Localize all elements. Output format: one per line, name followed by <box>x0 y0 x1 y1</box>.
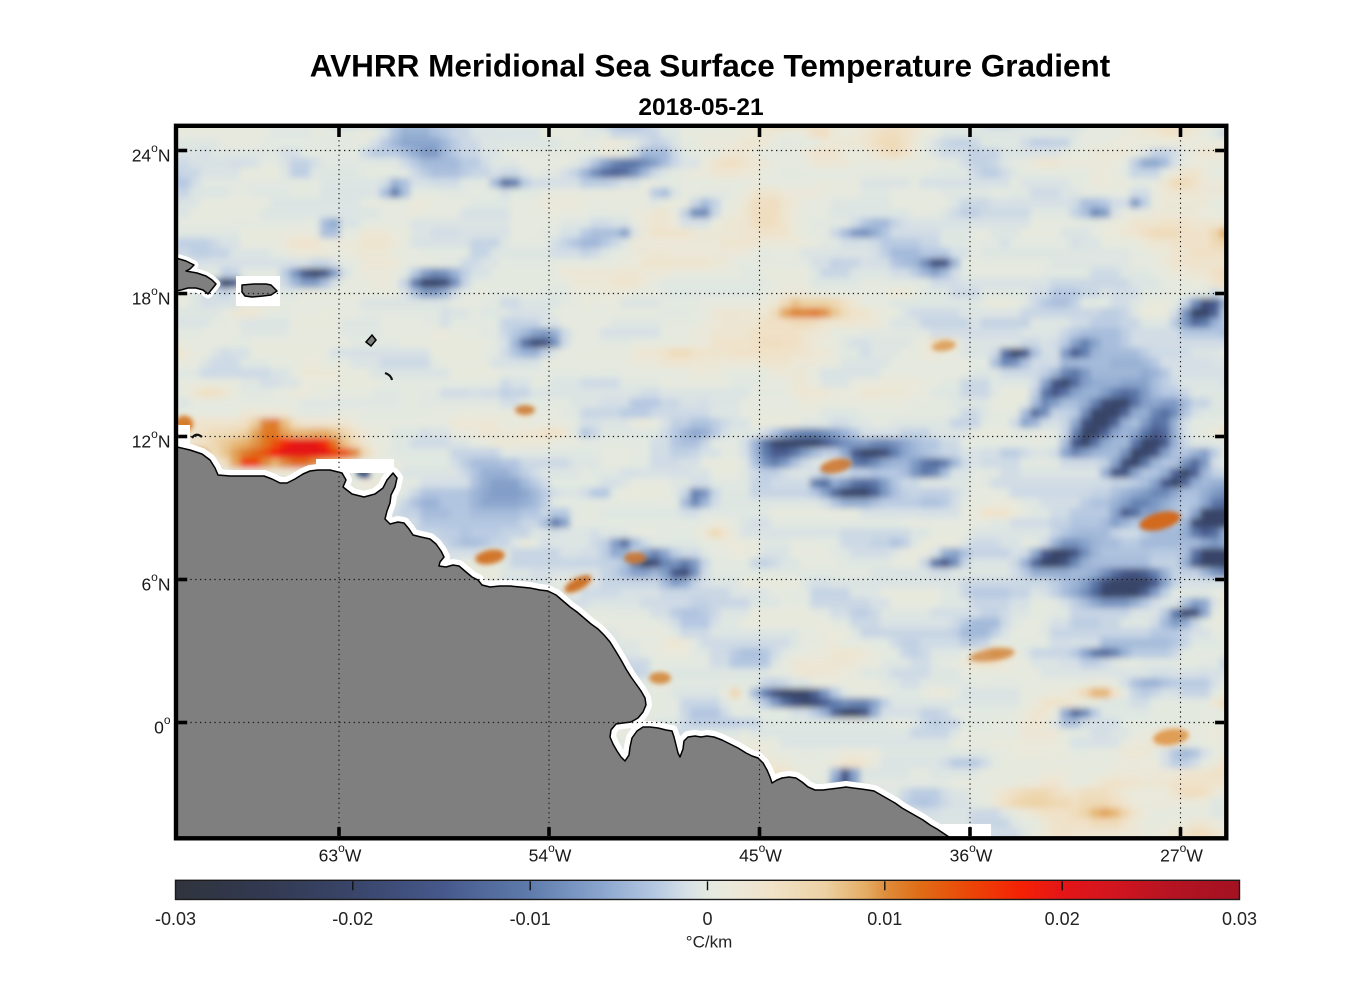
svg-text:0: 0 <box>702 909 712 929</box>
svg-text:18oN: 18oN <box>132 284 171 309</box>
svg-text:-0.02: -0.02 <box>332 909 373 929</box>
svg-text:0.01: 0.01 <box>867 909 902 929</box>
svg-text:27oW: 27oW <box>1160 841 1203 866</box>
svg-text:36oW: 36oW <box>950 841 993 866</box>
svg-text:24oN: 24oN <box>132 141 171 166</box>
svg-text:AVHRR Meridional Sea Surface T: AVHRR Meridional Sea Surface Temperature… <box>310 48 1111 84</box>
svg-text:°C/km: °C/km <box>686 933 732 952</box>
svg-text:-0.01: -0.01 <box>510 909 551 929</box>
svg-text:54oW: 54oW <box>529 841 572 866</box>
svg-text:2018-05-21: 2018-05-21 <box>638 94 763 121</box>
svg-text:0.02: 0.02 <box>1045 909 1080 929</box>
svg-text:0.03: 0.03 <box>1222 909 1257 929</box>
svg-text:45oW: 45oW <box>739 841 782 866</box>
svg-text:-0.03: -0.03 <box>155 909 196 929</box>
svg-text:12oN: 12oN <box>132 427 171 452</box>
